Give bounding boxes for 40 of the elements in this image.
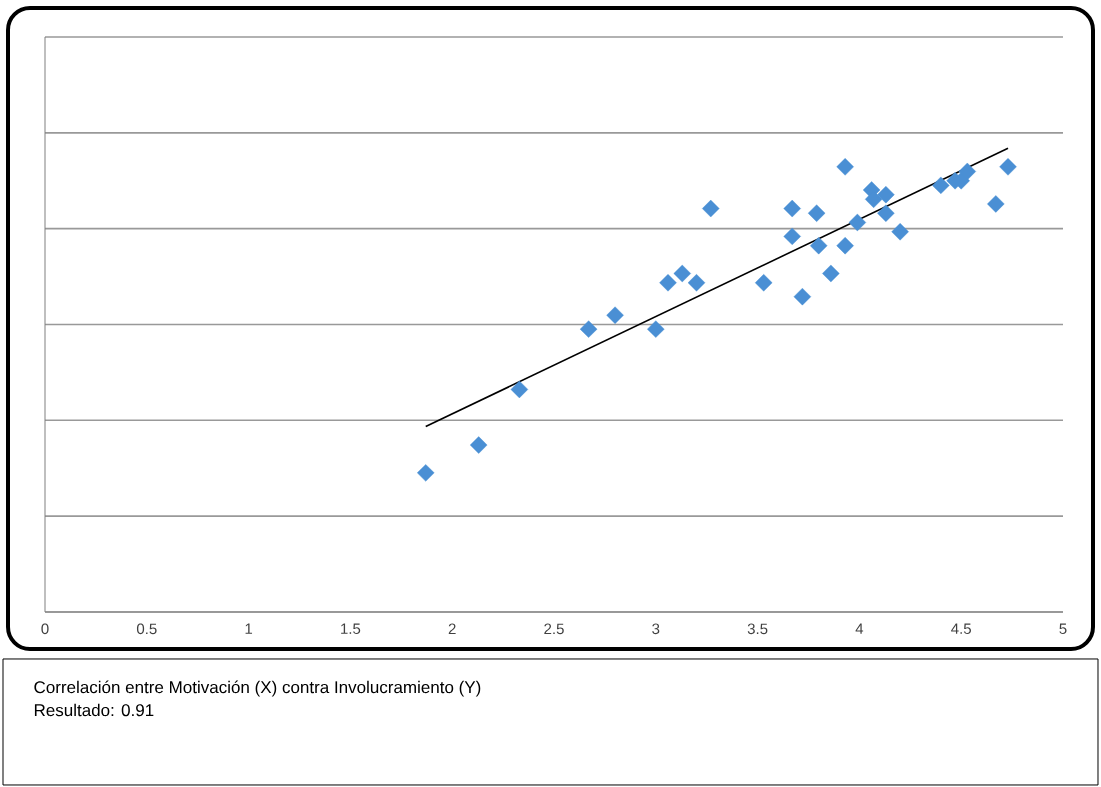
point	[877, 185, 895, 204]
x-tick-label: 4	[855, 623, 864, 634]
point	[836, 236, 854, 255]
x-tick-label: 3	[652, 623, 660, 635]
point	[809, 236, 828, 255]
point	[702, 199, 720, 218]
point	[673, 264, 691, 283]
text: Resultado: 0.91	[34, 703, 154, 717]
point	[807, 204, 826, 222]
point	[469, 436, 488, 454]
point	[822, 264, 840, 283]
x-tick-label: 2.5	[544, 623, 564, 635]
point	[987, 195, 1005, 213]
point	[659, 274, 677, 292]
x-tick-label: 4.5	[951, 623, 971, 634]
point	[891, 223, 909, 241]
x-tick-label: 0.5	[136, 623, 157, 635]
x-tick-label: 0	[41, 623, 49, 635]
text: Correlación entre Motivación (X) contra Involucramiento (Y)	[34, 680, 481, 697]
point	[647, 320, 665, 338]
x-tick-label: 3.5	[747, 623, 768, 635]
x-tick-label: 1	[245, 623, 253, 634]
point	[783, 199, 801, 218]
x-tick-label: 5	[1059, 623, 1067, 634]
point	[848, 213, 867, 232]
point	[793, 287, 812, 306]
point	[510, 380, 529, 399]
point	[958, 162, 976, 181]
x-tick-label: 1.5	[341, 623, 361, 634]
point	[579, 320, 598, 338]
point	[417, 464, 435, 482]
point	[932, 176, 950, 195]
point	[877, 204, 895, 222]
x-tick-label: 2	[448, 623, 456, 634]
point	[999, 158, 1017, 176]
point	[755, 274, 773, 292]
point	[606, 306, 624, 324]
point	[687, 274, 706, 292]
point	[836, 158, 854, 176]
point	[783, 227, 801, 246]
